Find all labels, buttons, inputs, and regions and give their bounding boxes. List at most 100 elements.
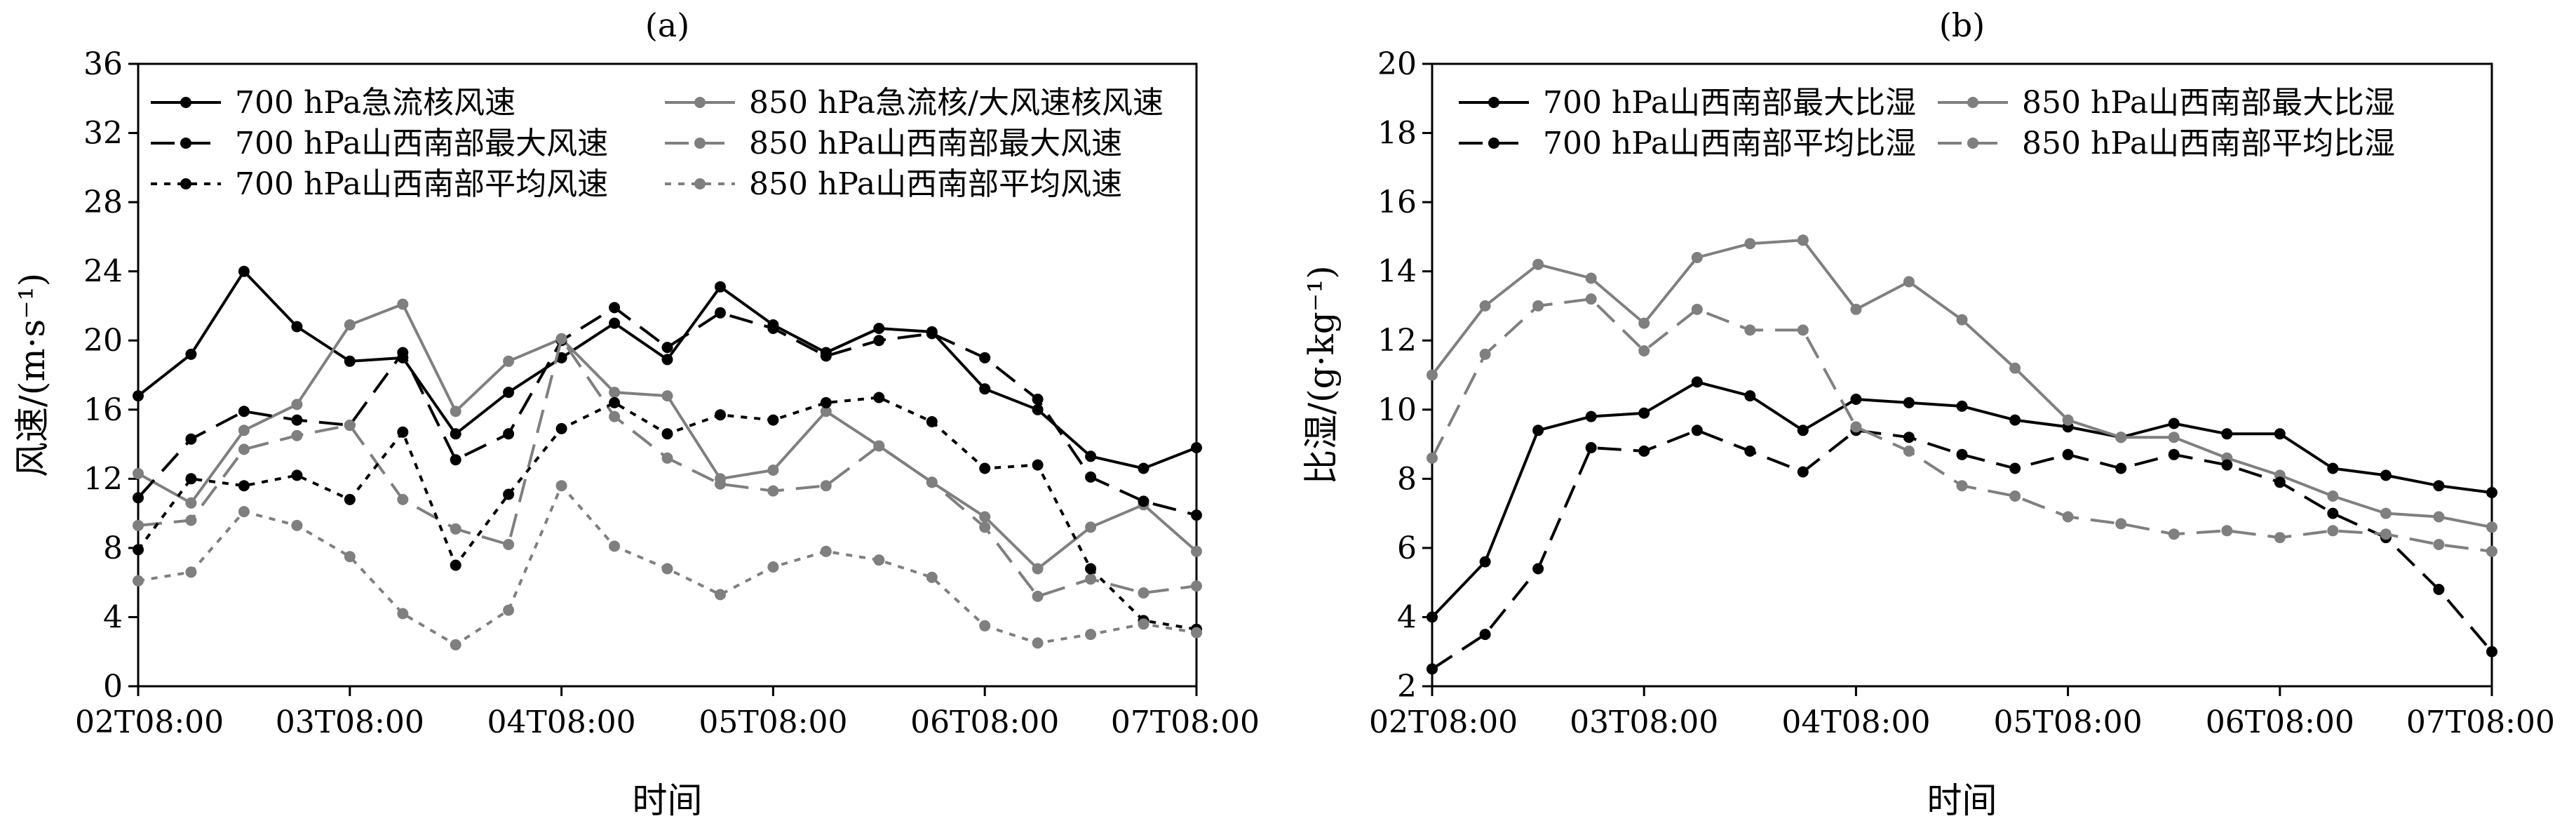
data-point [397,426,409,438]
data-point [1138,495,1149,507]
data-point [2009,362,2021,374]
data-point [2433,584,2445,595]
data-point [2009,462,2021,474]
data-point [1032,459,1044,471]
y-axis-title: 风速/(m·s⁻¹) [12,273,53,477]
data-point [291,399,303,410]
data-point [555,333,567,345]
series-3 [1427,425,2497,675]
data-point [291,414,303,426]
data-point [1903,432,1915,443]
x-tick-label: 02T08:00 [75,705,224,740]
legend-marker [180,138,191,149]
data-point [1956,480,1968,492]
legend-label: 700 hPa山西南部平均比湿 [1543,126,1916,161]
legend-label: 700 hPa急流核风速 [235,85,515,121]
data-point [1085,563,1097,575]
data-point [185,348,197,360]
data-point [979,620,991,632]
data-point [291,519,303,531]
legend-marker [694,178,706,189]
data-point [661,390,673,402]
data-point [979,383,991,395]
data-point [344,319,356,330]
x-tick-label: 03T08:00 [276,705,424,740]
legend-label: 850 hPa山西南部最大比湿 [2022,85,2395,121]
data-point [715,409,726,421]
data-point [2221,428,2233,440]
data-point [1138,587,1149,599]
data-point [1903,445,1915,457]
data-point [238,480,250,492]
data-point [185,473,197,485]
y-tick-label: 8 [103,530,123,566]
data-point [2221,525,2233,537]
x-tick-label: 07T08:00 [1111,705,1260,740]
data-point [238,265,250,277]
data-point [979,521,991,533]
data-point [1585,272,1597,284]
data-point [609,540,621,552]
y-tick-label: 10 [1377,392,1417,428]
data-point [767,323,779,334]
data-point [133,575,144,587]
legend-label: 700 hPa山西南部最大比湿 [1543,85,1916,121]
x-tick-label: 02T08:00 [1369,705,1518,740]
data-point [1479,629,1491,641]
data-point [1032,394,1044,405]
data-point [1191,627,1202,639]
x-tick-label: 05T08:00 [1994,705,2143,740]
data-point [2062,448,2074,460]
data-point [609,317,621,329]
data-point [715,281,726,293]
y-tick-label: 28 [83,185,123,220]
data-point [820,545,832,557]
data-point [2115,518,2127,530]
x-axis-title: 时间 [1927,780,1997,821]
y-axis-title: 比湿/(g·kg⁻¹) [1301,265,1342,485]
data-point [926,476,938,488]
data-point [2327,462,2339,474]
data-point [2274,428,2286,440]
data-point [1427,611,1438,623]
data-point [609,396,621,408]
legend-marker [1488,97,1499,108]
data-point [555,480,567,492]
plot-frame [137,62,1198,688]
data-point [291,321,303,333]
data-point [1797,234,1809,246]
data-point [873,392,885,403]
data-point [185,514,197,526]
y-tick-label: 32 [83,116,123,152]
data-point [926,571,938,583]
y-tick-label: 36 [83,46,123,82]
data-point [1427,452,1438,464]
data-point [1638,407,1650,419]
y-tick-label: 14 [1377,254,1417,290]
legend-label: 850 hPa急流核/大风速核风速 [749,85,1164,121]
legend-label: 700 hPa山西南部平均风速 [235,166,608,202]
data-point [1638,345,1650,356]
data-point [1691,252,1703,263]
data-point [2486,487,2497,498]
data-point [1903,276,1915,288]
data-point [609,387,621,399]
data-point [450,406,461,418]
data-point [397,298,409,310]
data-point [450,428,461,440]
data-point [1138,462,1149,474]
x-tick-label: 06T08:00 [910,705,1059,740]
data-point [2062,511,2074,523]
x-tick-label: 06T08:00 [2206,705,2354,740]
data-point [873,335,885,347]
data-point [715,307,726,319]
y-tick-label: 18 [1377,116,1417,152]
data-point [926,328,938,340]
panel-a-wind-speed-chart: (a) 0 4 8 12 16 20 24 28 32 36 02T08:00 03T08:00 04T0… [12,6,1260,821]
data-point [1797,466,1809,478]
data-point [1744,238,1756,250]
data-point [238,425,250,436]
data-point [820,406,832,418]
y-tick-label: 16 [1377,185,1417,220]
